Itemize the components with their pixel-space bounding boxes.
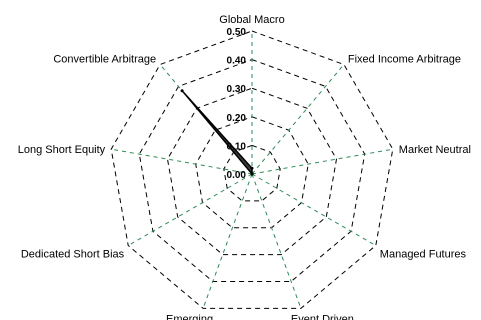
category-label-8: Convertible Arbitrage <box>53 54 156 66</box>
tick-label-5: 0.50 <box>227 27 247 38</box>
tick-label-2: 0.20 <box>227 113 247 124</box>
category-labels: Global Macro Fixed Income Arbitrage Market… <box>18 14 471 320</box>
series-point-0 <box>250 166 254 170</box>
spoke-5 <box>202 173 253 309</box>
tick-label-4: 0.40 <box>227 56 247 67</box>
grid-ring-5 <box>110 30 394 309</box>
spoke-4 <box>251 173 302 309</box>
category-label-2: Market Neutral <box>399 144 471 156</box>
tick-labels: 0.00 0.10 0.20 0.30 0.40 0.50 <box>227 27 247 181</box>
category-label-5: Emerging <box>166 313 213 320</box>
grid-rings <box>110 30 394 309</box>
series-layer <box>180 89 254 177</box>
spoke-3 <box>251 173 377 246</box>
tick-label-1: 0.10 <box>227 141 247 152</box>
grid-ring-4 <box>138 59 366 282</box>
category-label-0: Global Macro <box>219 14 284 26</box>
category-label-6: Dedicated Short Bias <box>21 249 125 261</box>
grid-ring-1 <box>223 144 281 202</box>
category-label-3: Managed Futures <box>380 249 467 261</box>
category-label-7: Long Short Equity <box>18 144 106 156</box>
grid-ring-3 <box>166 87 338 256</box>
category-label-1: Fixed Income Arbitrage <box>348 54 461 66</box>
tick-label-3: 0.30 <box>227 84 247 95</box>
series-point-7 <box>250 172 254 176</box>
grid-ring-2 <box>195 116 309 229</box>
tick-label-0: 0.00 <box>227 170 247 181</box>
spoke-6 <box>127 173 253 246</box>
category-label-4: Event Driven <box>291 313 354 320</box>
series-point-8 <box>180 89 184 93</box>
spoke-1 <box>251 64 345 175</box>
spoke-2 <box>251 148 393 175</box>
series-area-0 <box>181 90 253 177</box>
